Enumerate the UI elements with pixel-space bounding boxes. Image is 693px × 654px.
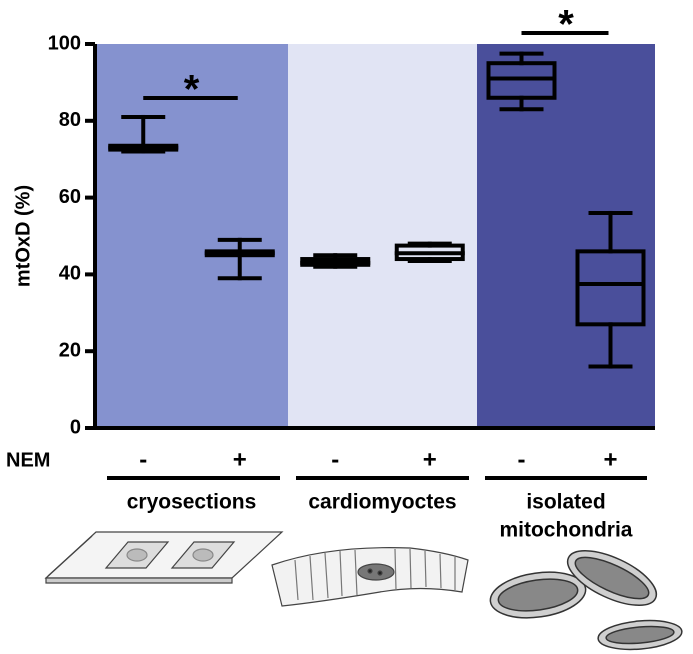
group-label: cryosections bbox=[127, 491, 257, 514]
mitochondria-illustration bbox=[489, 550, 683, 651]
group-label: cardiomyoctes bbox=[308, 491, 456, 514]
x-tick-label: - bbox=[518, 446, 526, 473]
y-tick-label: 20 bbox=[59, 339, 81, 361]
group-label: isolated bbox=[526, 491, 605, 514]
y-tick-label: 60 bbox=[59, 186, 81, 208]
significance-marker: * bbox=[558, 3, 574, 47]
cardiomyocyte-illustration bbox=[271, 547, 469, 607]
x-tick-label: + bbox=[233, 446, 247, 473]
x-tick-label: + bbox=[423, 446, 437, 473]
significance-marker: * bbox=[184, 68, 200, 112]
group-panel bbox=[288, 44, 477, 428]
group-panel bbox=[477, 44, 655, 428]
x-tick-label: - bbox=[139, 446, 147, 473]
slide-illustration bbox=[44, 531, 284, 584]
treatment-label: NEM bbox=[6, 449, 50, 471]
x-tick-label: + bbox=[603, 446, 617, 473]
y-tick-label: 80 bbox=[59, 109, 81, 131]
group-label: mitochondria bbox=[499, 519, 632, 542]
x-tick-label: - bbox=[331, 446, 339, 473]
y-tick-label: 100 bbox=[48, 32, 81, 54]
y-tick-label: 0 bbox=[70, 416, 81, 438]
box bbox=[575, 249, 646, 327]
y-axis-label: mtOxD (%) bbox=[12, 185, 34, 287]
y-tick-label: 40 bbox=[59, 263, 81, 285]
group-panel bbox=[95, 44, 288, 428]
